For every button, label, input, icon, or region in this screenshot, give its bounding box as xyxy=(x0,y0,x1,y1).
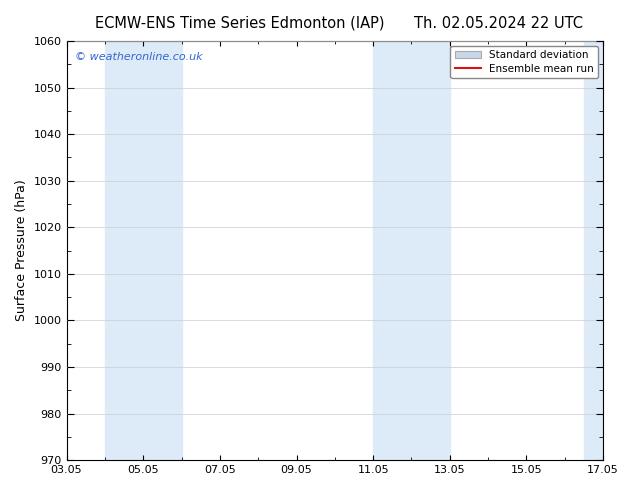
Y-axis label: Surface Pressure (hPa): Surface Pressure (hPa) xyxy=(15,180,28,321)
Text: ECMW-ENS Time Series Edmonton (IAP): ECMW-ENS Time Series Edmonton (IAP) xyxy=(95,16,385,31)
Text: © weatheronline.co.uk: © weatheronline.co.uk xyxy=(75,51,202,62)
Text: Th. 02.05.2024 22 UTC: Th. 02.05.2024 22 UTC xyxy=(414,16,583,31)
Legend: Standard deviation, Ensemble mean run: Standard deviation, Ensemble mean run xyxy=(451,46,598,78)
Bar xyxy=(105,41,181,460)
Bar xyxy=(373,41,450,460)
Bar xyxy=(584,41,623,460)
